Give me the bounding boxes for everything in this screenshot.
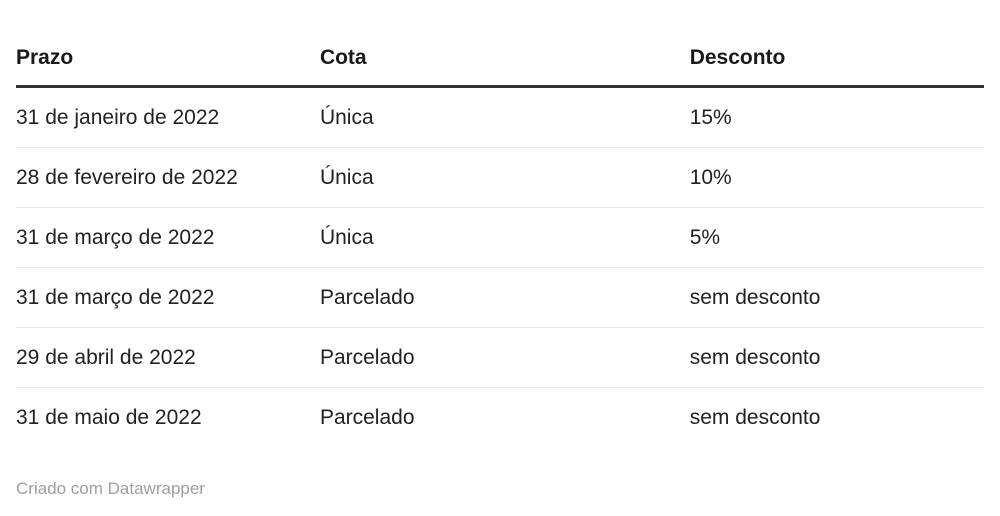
table-row: 29 de abril de 2022 Parcelado sem descon… — [16, 327, 984, 388]
table-cell-prazo: 31 de março de 2022 — [16, 207, 320, 268]
table-cell-desconto: 5% — [689, 207, 984, 268]
table-cell-prazo: 31 de janeiro de 2022 — [16, 86, 320, 148]
column-header-prazo: Prazo — [16, 33, 320, 88]
table-cell-prazo: 31 de março de 2022 — [16, 267, 320, 328]
table-cell-cota: Única — [319, 147, 690, 208]
table-cell-cota: Parcelado — [319, 267, 690, 328]
table-header-row: Prazo Cota Desconto — [16, 33, 984, 88]
table-cell-desconto: sem desconto — [689, 406, 821, 429]
table-cell-cota: Parcelado — [319, 327, 690, 388]
table-cell-desconto: 10% — [689, 147, 984, 208]
table-row: 31 de maio de 2022 Parcelado sem descont… — [16, 388, 984, 448]
table-cell-cota: Única — [319, 86, 690, 148]
table-row: 31 de março de 2022 Parcelado sem descon… — [16, 267, 984, 328]
table-cell-cota: Única — [319, 207, 690, 268]
table-row: 31 de março de 2022 Única 5% — [16, 207, 984, 268]
table-cell-cota: Parcelado — [319, 406, 415, 429]
datawrapper-credit-link[interactable]: Criado com Datawrapper — [16, 479, 205, 498]
table-cell-prazo: 29 de abril de 2022 — [16, 327, 320, 388]
column-header-cota: Cota — [319, 33, 690, 88]
table-cell-desconto: 15% — [689, 86, 984, 148]
column-header-desconto: Desconto — [689, 33, 984, 88]
chart-footer: Criado com Datawrapper — [16, 479, 984, 499]
table-cell-prazo: 31 de maio de 2022 — [16, 406, 202, 429]
table-cell-prazo: 28 de fevereiro de 2022 — [16, 147, 320, 208]
table-cell-desconto: sem desconto — [689, 267, 984, 328]
table-cell-desconto: sem desconto — [689, 327, 984, 388]
table-row: 31 de janeiro de 2022 Única 15% — [16, 86, 984, 148]
table-row: 28 de fevereiro de 2022 Única 10% — [16, 147, 984, 208]
data-table: Prazo Cota Desconto 31 de janeiro de 202… — [16, 33, 984, 447]
